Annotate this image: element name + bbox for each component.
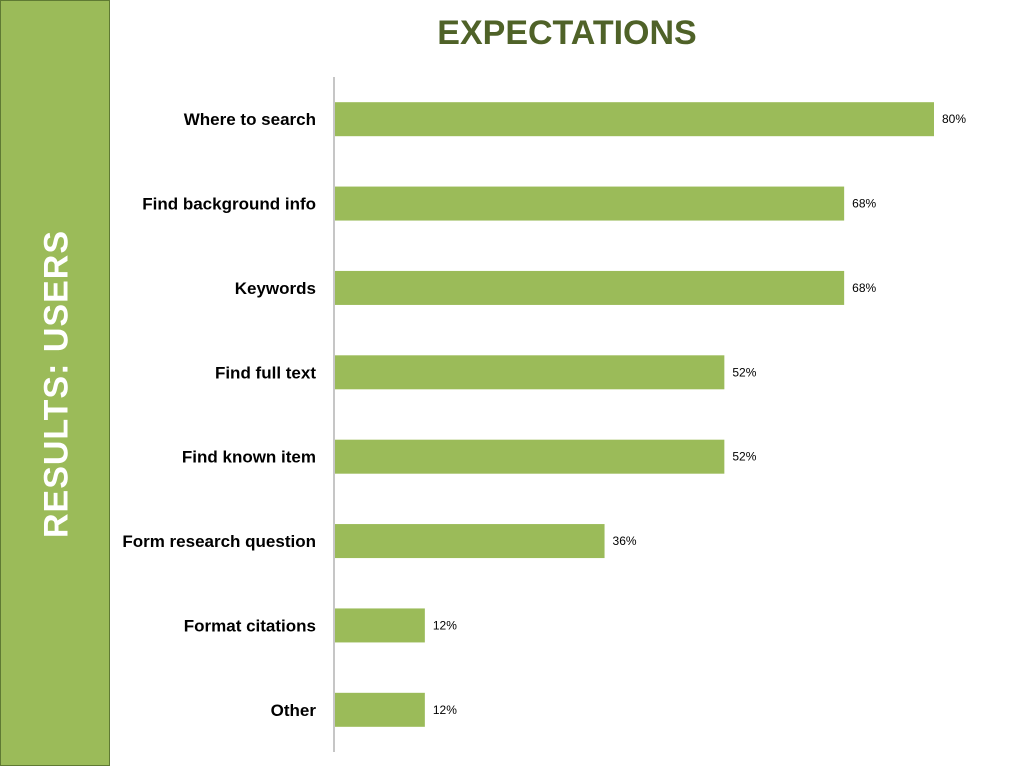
category-label: Find background info xyxy=(142,195,316,214)
bar xyxy=(335,270,845,305)
bar xyxy=(335,608,425,643)
data-label: 68% xyxy=(852,281,876,295)
bar xyxy=(335,439,725,474)
data-label: 52% xyxy=(732,450,756,464)
data-label: 68% xyxy=(852,197,876,211)
bar xyxy=(335,186,845,221)
bar xyxy=(335,102,934,137)
chart-title: EXPECTATIONS xyxy=(437,14,697,52)
bar xyxy=(335,355,725,390)
data-label: 12% xyxy=(433,618,457,632)
category-label: Where to search xyxy=(184,110,316,129)
bar xyxy=(335,524,605,559)
category-label: Format citations xyxy=(184,616,316,635)
data-label: 12% xyxy=(433,703,457,717)
category-label: Keywords xyxy=(235,279,316,298)
bar xyxy=(335,692,425,727)
category-label: Other xyxy=(271,701,317,720)
sidebar-panel: RESULTS: USERS xyxy=(0,0,110,766)
category-label: Form research question xyxy=(122,532,316,551)
data-label: 52% xyxy=(732,365,756,379)
category-label: Find known item xyxy=(182,448,316,467)
data-label: 80% xyxy=(942,112,966,126)
data-label: 36% xyxy=(613,534,637,548)
category-label: Find full text xyxy=(215,363,316,382)
